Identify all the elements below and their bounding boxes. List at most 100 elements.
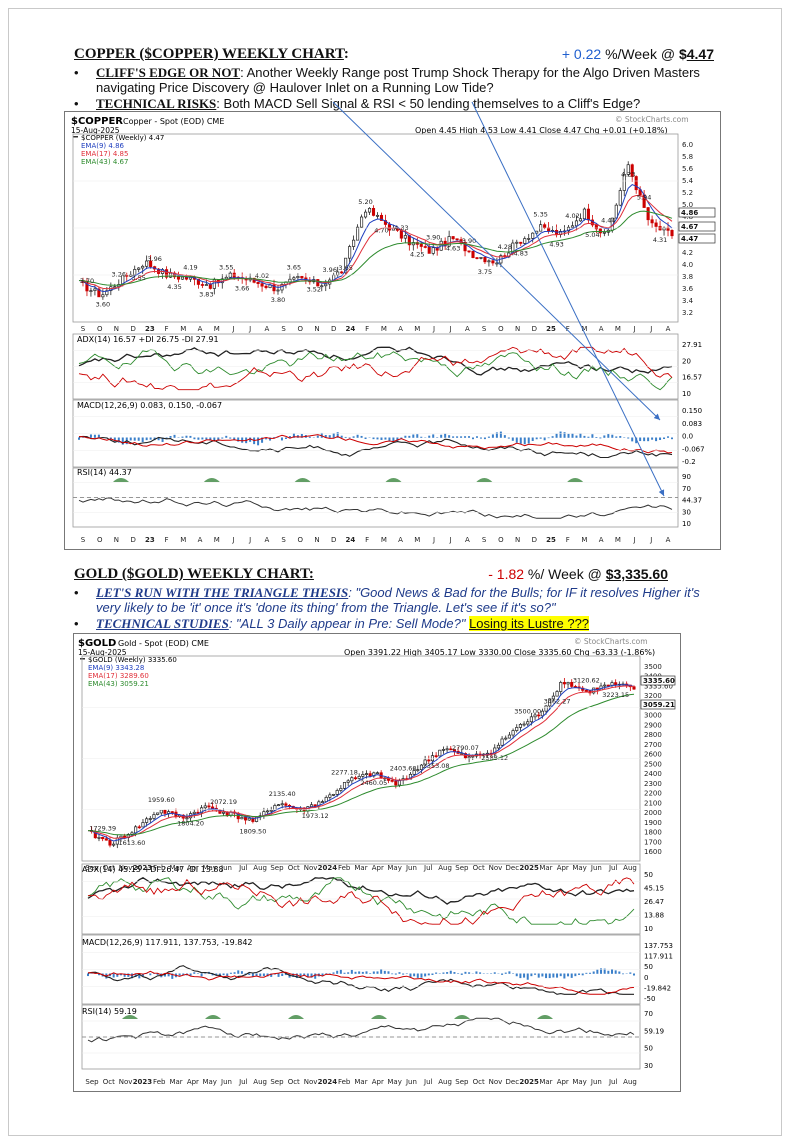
copper-annotation: 3.55 bbox=[131, 274, 145, 282]
gold-xtick-label: Mar bbox=[539, 1078, 552, 1086]
gold-annotation: 3223.15 bbox=[602, 691, 629, 699]
gold-candle-body bbox=[540, 710, 544, 717]
gold-adx-label: ADX(14) 45.15 +DI 26.47 -DI 13.88 bbox=[82, 865, 224, 874]
copper-candle-body bbox=[352, 239, 356, 247]
copper-candle-body bbox=[371, 207, 376, 216]
copper-xtick-label: A bbox=[465, 325, 470, 333]
copper-xtick-label: M bbox=[581, 536, 587, 544]
gold-heading: GOLD ($GOLD) WEEKLY CHART: bbox=[74, 566, 314, 582]
copper-macd-bar bbox=[225, 435, 228, 438]
gold-candle-body bbox=[244, 817, 248, 821]
gold-candle-body bbox=[522, 723, 526, 726]
gold-candle-body bbox=[357, 775, 361, 779]
copper-xtick-label: M bbox=[381, 536, 387, 544]
copper-xtick-label: 23 bbox=[145, 536, 155, 544]
copper-chart: $COPPER Copper - Spot (EOD) CME 15-Aug-2… bbox=[64, 111, 721, 550]
copper-macd-bar bbox=[503, 435, 506, 438]
copper-name: Copper - Spot (EOD) CME bbox=[123, 117, 224, 126]
copper-change-unit: %/Week @ bbox=[605, 46, 679, 62]
copper-xtick-label: O bbox=[298, 325, 304, 333]
gold-candle-body bbox=[269, 809, 273, 812]
copper-annotation: 3.65 bbox=[338, 264, 352, 272]
gold-macd-bar bbox=[618, 971, 621, 974]
gold-annotation: 1809.50 bbox=[239, 828, 266, 836]
gold-candle-body bbox=[434, 755, 438, 758]
gold-candle-body bbox=[423, 759, 427, 766]
gold-rsi-tick: 70 bbox=[644, 1010, 653, 1018]
copper-ytick-label: 5.4 bbox=[682, 177, 694, 185]
copper-candle-body bbox=[324, 283, 328, 287]
gold-macd-bar bbox=[464, 971, 467, 974]
gold-macd-bar bbox=[240, 971, 243, 974]
gold-macd-bar bbox=[603, 968, 606, 974]
gold-macd-bar bbox=[526, 973, 529, 980]
gold-macd-bar bbox=[585, 972, 588, 974]
gold-macd-bar bbox=[347, 972, 350, 974]
copper-macd-bar bbox=[284, 437, 287, 439]
gold-macd-bar bbox=[409, 973, 412, 977]
copper-series-label: $COPPER (Weekly) 4.47 bbox=[81, 134, 164, 142]
copper-macd-bar bbox=[173, 434, 176, 438]
copper-macd-bar bbox=[639, 437, 642, 442]
gold-macd-bar bbox=[332, 972, 335, 974]
gold-xtick-label: Sep bbox=[85, 864, 99, 872]
gold-xtick-label: Apr bbox=[372, 1078, 384, 1086]
gold-macd-bar bbox=[163, 973, 166, 977]
gold-macd-bar bbox=[339, 969, 342, 974]
gold-macd-bar bbox=[523, 973, 526, 978]
gold-candle-body bbox=[313, 804, 317, 807]
gold-macd-bar bbox=[578, 973, 581, 975]
gold-rsi-overbought-fill bbox=[205, 1015, 221, 1019]
gold-candle-body bbox=[533, 714, 537, 718]
gold-candle-body bbox=[390, 780, 394, 782]
gold-xtick-label: 2025 bbox=[519, 1078, 539, 1086]
gold-xtick-label: Sep bbox=[85, 1078, 99, 1086]
gold-xtick-label: Jun bbox=[220, 864, 232, 872]
gold-macd-bar bbox=[314, 973, 317, 979]
gold-symbol: $GOLD bbox=[78, 638, 116, 649]
copper-ema43-label: EMA(43) 4.67 bbox=[81, 158, 128, 166]
gold-candle-body bbox=[134, 826, 138, 834]
gold-macd-bar bbox=[519, 973, 522, 979]
gold-xtick-label: May bbox=[202, 864, 216, 872]
gold-macd-bar bbox=[266, 973, 269, 977]
gold-candle-body bbox=[284, 803, 288, 806]
gold-adx-tick: 50 bbox=[644, 871, 653, 879]
copper-ytick-label: 4.2 bbox=[682, 249, 693, 257]
gold-candle-body bbox=[592, 687, 596, 694]
copper-candle-body bbox=[570, 225, 575, 228]
copper-rsi-overbought-fill bbox=[476, 478, 493, 482]
gold-xtick-label: Apr bbox=[557, 1078, 569, 1086]
gold-xtick-label: May bbox=[572, 864, 586, 872]
gold-ytick-label: 3500 bbox=[644, 663, 662, 671]
copper-candle-body bbox=[419, 244, 423, 247]
copper-xtick-label: S bbox=[81, 536, 86, 544]
gold-xtick-label: Jun bbox=[590, 864, 602, 872]
gold-candle-body bbox=[141, 822, 145, 828]
gold-macd-bar bbox=[361, 971, 364, 974]
gold-macd-bar bbox=[391, 973, 394, 975]
gold-macd-bar bbox=[563, 973, 566, 979]
copper-rsi-tick: 10 bbox=[682, 520, 691, 528]
gold-macd-bar bbox=[548, 973, 551, 979]
gold-heading-row: GOLD ($GOLD) WEEKLY CHART: - 1.82 %/ Wee… bbox=[74, 566, 714, 583]
copper-macd-bar bbox=[97, 434, 100, 438]
copper-candle-body bbox=[141, 265, 145, 269]
gold-ema9-line bbox=[87, 684, 635, 842]
gold-candle-body bbox=[207, 805, 211, 808]
copper-candle-body bbox=[260, 283, 264, 287]
copper-candle-body bbox=[145, 260, 149, 267]
copper-candle-body bbox=[149, 260, 153, 267]
copper-change: + 0.22 bbox=[561, 46, 602, 62]
gold-candle-body bbox=[101, 836, 105, 840]
gold-xtick-label: Oct bbox=[103, 864, 115, 872]
gold-macd-tick: 50 bbox=[644, 963, 653, 971]
gold-macd-bar bbox=[222, 973, 225, 976]
copper-macd-bar bbox=[511, 437, 514, 441]
copper-candle-body bbox=[515, 241, 519, 244]
gold-candle-body bbox=[247, 817, 251, 821]
copper-annotation: 4.63 bbox=[446, 245, 460, 253]
copper-annotation: 3.60 bbox=[96, 301, 110, 309]
copper-macd-bar bbox=[328, 435, 331, 438]
copper-macd-bar bbox=[292, 433, 295, 438]
